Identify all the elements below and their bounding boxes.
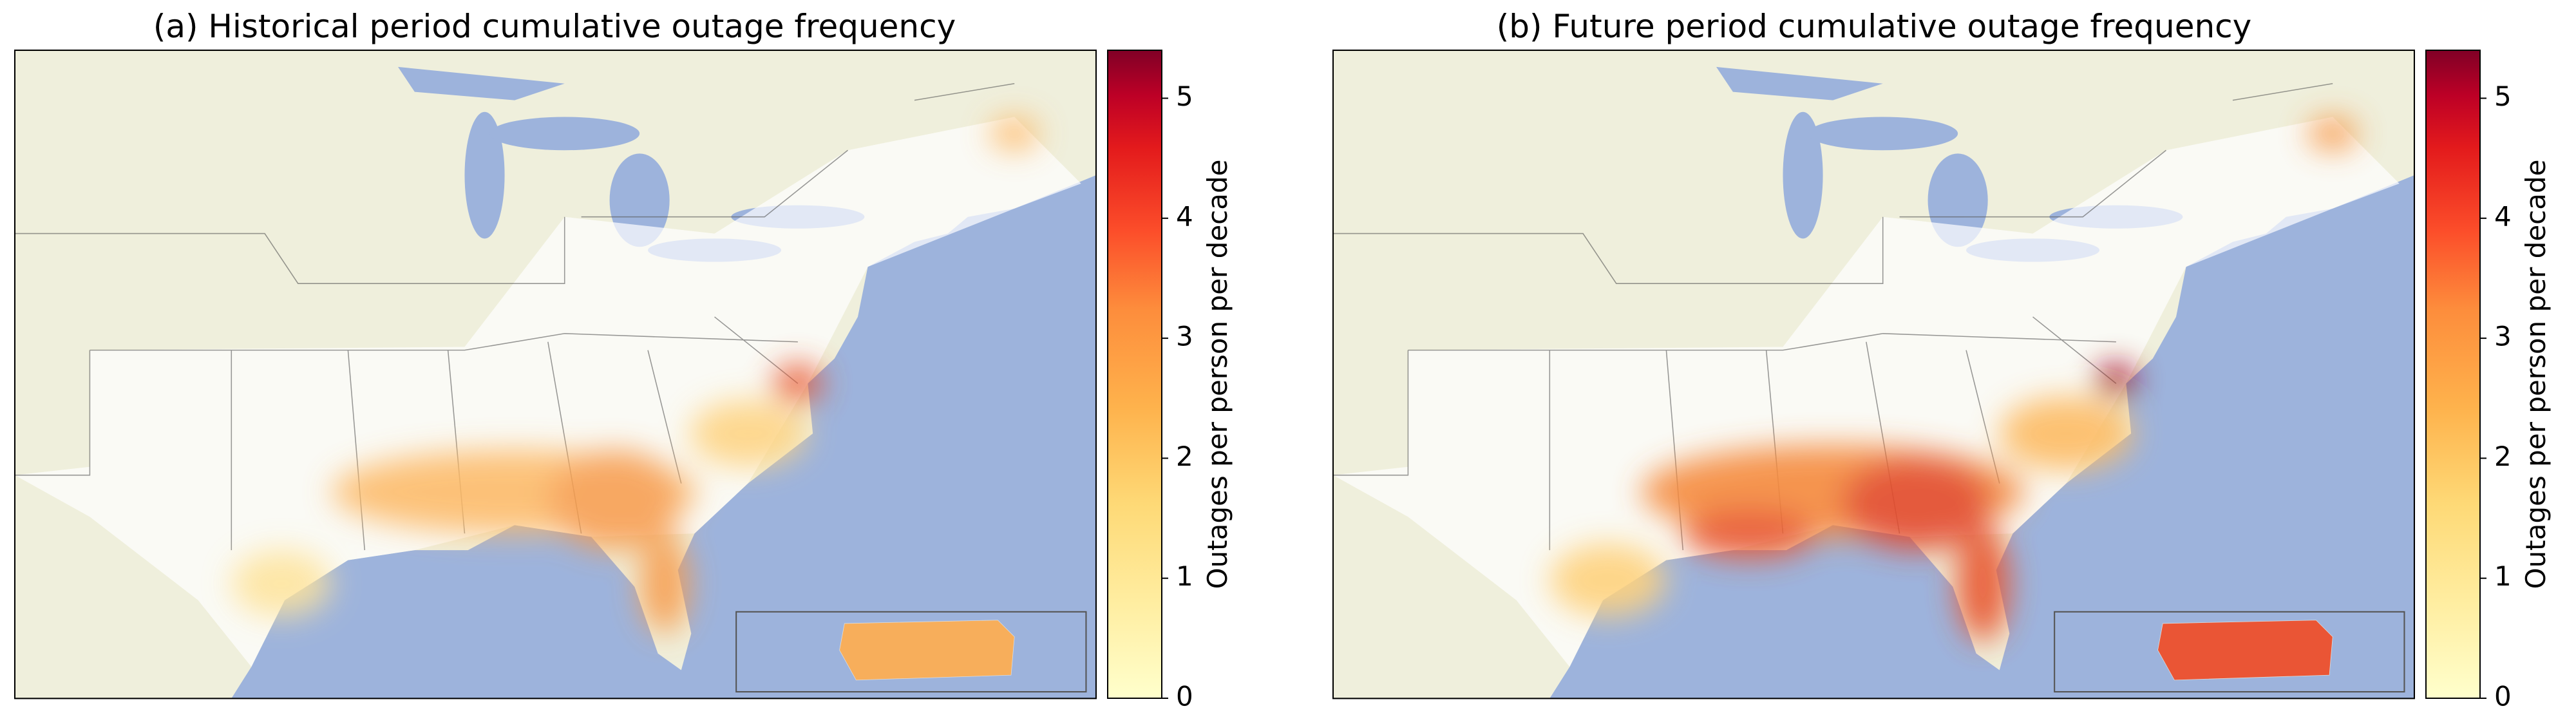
colorbar-tick-label: 4	[1176, 200, 1193, 232]
colorbar	[1107, 50, 1162, 699]
colorbar-tick-label: 3	[2494, 321, 2512, 352]
panel-title: (b) Future period cumulative outage freq…	[1497, 8, 2252, 45]
colorbar-tick-label: 5	[1176, 81, 1193, 112]
colorbar-tick-label: 2	[2494, 441, 2512, 472]
colorbar	[2425, 50, 2481, 699]
colorbar-tick-label: 1	[2494, 560, 2512, 592]
colorbar-tick-label: 5	[2494, 81, 2512, 112]
map-b	[1332, 49, 2415, 700]
colorbar-label: Outages per person per decade	[1202, 160, 1233, 589]
colorbar-tick-label: 2	[1176, 441, 1193, 472]
colorbar-tick-label: 4	[2494, 200, 2512, 232]
map-a	[14, 49, 1097, 700]
colorbar-tick-label: 3	[1176, 321, 1193, 352]
colorbar-tick-label: 0	[1176, 681, 1193, 712]
colorbar-label: Outages per person per decade	[2520, 160, 2552, 589]
colorbar-tick-label: 1	[1176, 560, 1193, 592]
panel-title: (a) Historical period cumulative outage …	[153, 8, 956, 45]
colorbar-tick-label: 0	[2494, 681, 2512, 712]
